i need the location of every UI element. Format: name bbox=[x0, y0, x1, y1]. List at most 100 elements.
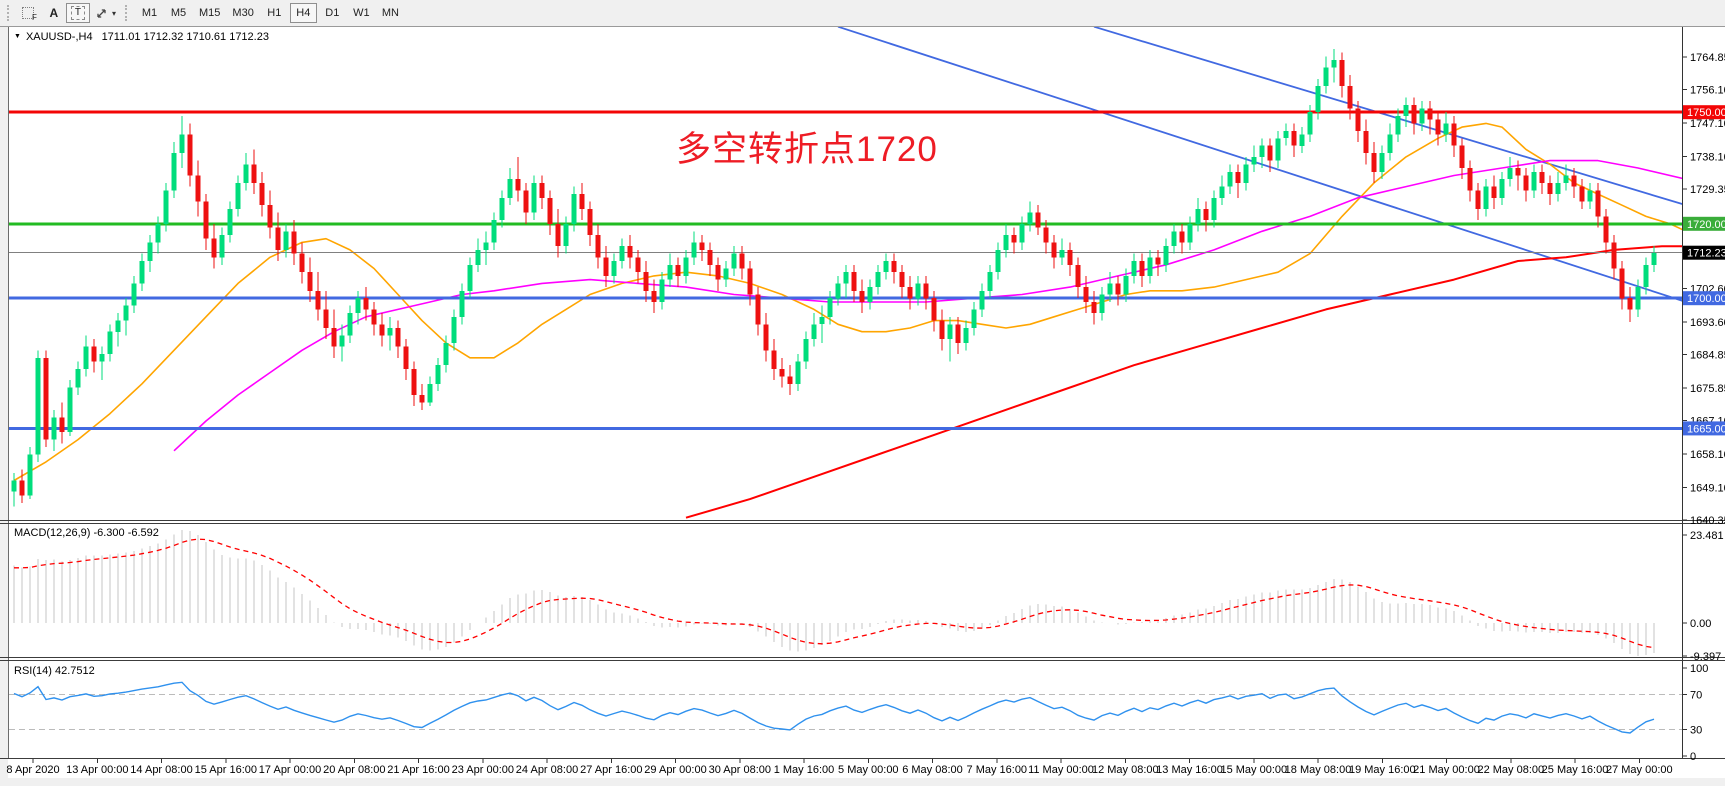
time-tick-label: 17 Apr 00:00 bbox=[259, 764, 321, 776]
time-tick-label: 24 Apr 08:00 bbox=[516, 764, 578, 776]
time-tick-label: 8 Apr 2020 bbox=[6, 764, 59, 776]
candle bbox=[195, 175, 201, 202]
candle bbox=[163, 190, 169, 224]
candle bbox=[811, 324, 817, 340]
candle bbox=[1067, 249, 1073, 265]
candle bbox=[771, 350, 777, 369]
candle bbox=[915, 283, 921, 299]
candle bbox=[1275, 138, 1281, 161]
candle bbox=[1395, 116, 1401, 135]
candle bbox=[1315, 86, 1321, 113]
candle bbox=[1387, 134, 1393, 154]
candle bbox=[1235, 171, 1241, 183]
candle bbox=[1099, 294, 1105, 314]
candle bbox=[459, 290, 465, 317]
timeframe-button-d1[interactable]: D1 bbox=[325, 7, 340, 19]
toolbar-grip-2[interactable] bbox=[125, 5, 131, 21]
candle bbox=[1459, 145, 1465, 168]
time-tick-label: 19 May 16:00 bbox=[1349, 764, 1416, 776]
candle bbox=[83, 346, 89, 369]
timeframe-button-m15[interactable]: M15 bbox=[199, 7, 221, 19]
timeframe-button-mn[interactable]: MN bbox=[381, 7, 399, 19]
candle bbox=[1003, 235, 1009, 250]
candle bbox=[379, 324, 385, 336]
price-badge-text: 1750.00 bbox=[1687, 107, 1725, 119]
chart-symbol-period: XAUUSD-,H4 bbox=[25, 31, 93, 43]
candle bbox=[179, 134, 185, 154]
timeframe-button-m1[interactable]: M1 bbox=[141, 7, 158, 19]
candle bbox=[875, 272, 881, 288]
candle bbox=[755, 294, 761, 325]
candle bbox=[1475, 190, 1481, 209]
candle bbox=[491, 220, 497, 243]
candle bbox=[123, 305, 129, 321]
time-tick-label: 6 May 08:00 bbox=[902, 764, 963, 776]
tool-button-text-label[interactable]: A bbox=[42, 3, 66, 23]
candle bbox=[51, 417, 57, 440]
candle bbox=[963, 328, 969, 343]
candle bbox=[267, 205, 273, 228]
toolbar-grip[interactable] bbox=[7, 5, 13, 21]
candle bbox=[1307, 112, 1313, 135]
candle bbox=[139, 261, 145, 284]
price-badge-text: 1720.00 bbox=[1687, 219, 1725, 231]
time-tick-label: 27 Apr 16:00 bbox=[580, 764, 642, 776]
candle bbox=[1187, 223, 1193, 243]
candle bbox=[211, 238, 217, 258]
candle bbox=[1379, 153, 1385, 172]
candle bbox=[1163, 246, 1169, 265]
candle bbox=[1411, 104, 1417, 124]
timeframe-button-h4[interactable]: H4 bbox=[289, 3, 317, 23]
candle bbox=[1435, 119, 1441, 135]
candle bbox=[67, 387, 73, 433]
candle bbox=[1499, 179, 1505, 198]
candle bbox=[347, 313, 353, 336]
timeframe-button-m30[interactable]: M30 bbox=[232, 7, 254, 19]
candle bbox=[939, 320, 945, 340]
chart-canvas[interactable]: 1764.851756.101747.101738.101729.351702.… bbox=[0, 26, 1725, 786]
time-tick-label: 14 Apr 08:00 bbox=[130, 764, 192, 776]
candle bbox=[987, 272, 993, 291]
toolbar-timeframes: M1 M5 M15 M30 H1 H4 D1 W1 MN bbox=[135, 3, 405, 23]
candle bbox=[1267, 145, 1273, 161]
candle bbox=[1019, 223, 1025, 243]
tool-button-text-box[interactable]: T bbox=[65, 3, 90, 23]
time-tick-label: 11 May 00:00 bbox=[1028, 764, 1094, 776]
candle bbox=[331, 328, 337, 347]
candle bbox=[1123, 275, 1129, 295]
candle bbox=[843, 272, 849, 284]
candle bbox=[1627, 298, 1633, 310]
candle bbox=[1043, 227, 1049, 243]
price-tick-label: 1756.10 bbox=[1690, 85, 1725, 97]
candle bbox=[363, 298, 369, 310]
timeframe-button-h1[interactable]: H1 bbox=[267, 7, 282, 19]
price-tick-label: 1684.85 bbox=[1690, 350, 1725, 362]
time-tick-label: 22 May 08:00 bbox=[1477, 764, 1544, 776]
candle bbox=[243, 164, 249, 183]
candle bbox=[867, 287, 873, 302]
candle bbox=[795, 361, 801, 384]
candle bbox=[227, 209, 233, 235]
candle bbox=[563, 223, 569, 247]
timeframe-button-m5[interactable]: M5 bbox=[170, 7, 187, 19]
candle bbox=[443, 342, 449, 366]
chart-dropdown-icon[interactable]: ▼ bbox=[14, 33, 21, 40]
macd-pane bbox=[13, 530, 1655, 656]
candle bbox=[579, 194, 585, 209]
price-tick-label: 1738.10 bbox=[1690, 152, 1725, 164]
candle bbox=[787, 376, 793, 384]
candle bbox=[339, 335, 345, 347]
time-tick-label: 13 Apr 00:00 bbox=[66, 764, 128, 776]
candle bbox=[531, 182, 537, 213]
timeframe-button-w1[interactable]: W1 bbox=[353, 7, 370, 19]
tool-button-arrange-arrows[interactable]: ▾ bbox=[90, 3, 121, 23]
candle bbox=[1339, 60, 1345, 87]
tool-button-font-grid[interactable]: F bbox=[17, 3, 42, 23]
candle bbox=[1483, 186, 1489, 209]
candle bbox=[43, 357, 49, 440]
macd-tick-label: -9.397 bbox=[1690, 651, 1721, 663]
price-tick-label: 1658.10 bbox=[1690, 449, 1725, 461]
candle bbox=[1595, 190, 1601, 217]
candle bbox=[995, 249, 1001, 273]
candle bbox=[395, 328, 401, 347]
